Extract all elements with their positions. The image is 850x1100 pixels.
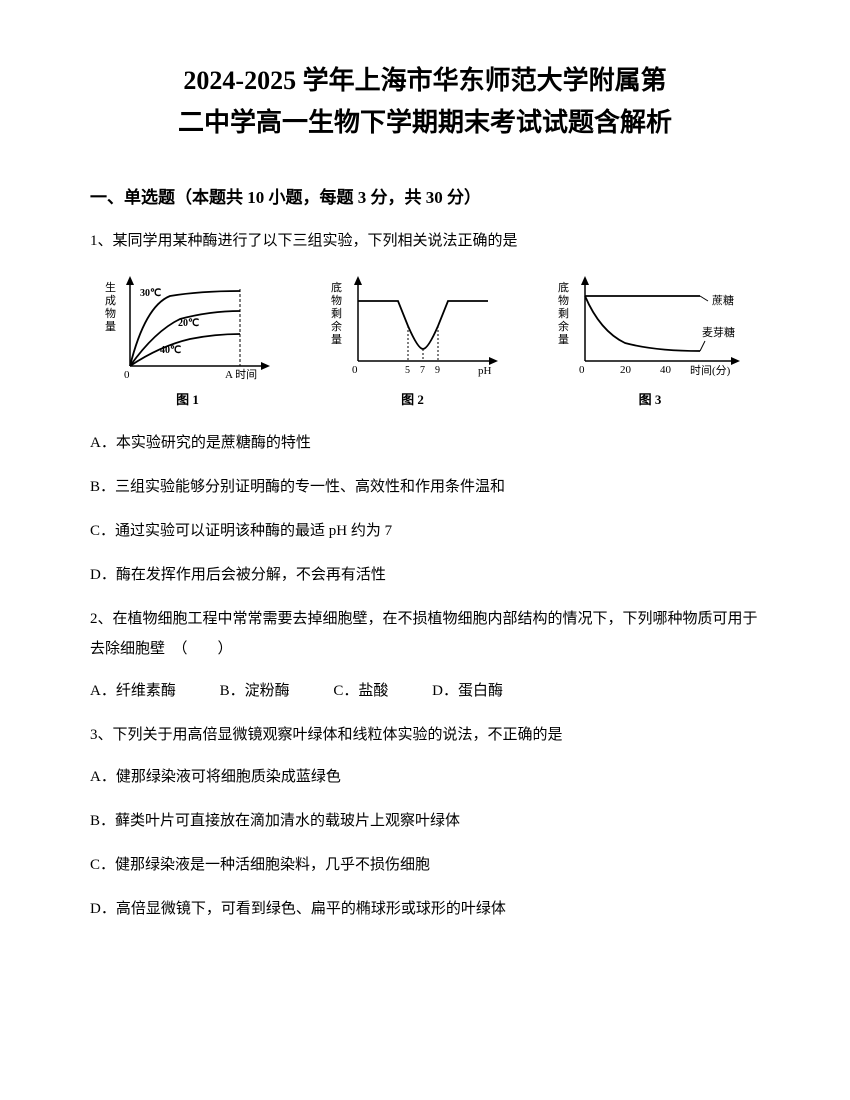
svg-text:时间(分): 时间(分) [690, 364, 731, 377]
svg-text:40℃: 40℃ [160, 345, 181, 356]
chart1-ylabel: 生 [105, 280, 116, 294]
chart-1: 生 成 物 量 30℃ 20℃ 40℃ 0 A 时间 图 1 [100, 271, 275, 408]
svg-text:余: 余 [331, 319, 342, 333]
exam-title: 2024-2025 学年上海市华东师范大学附属第 二中学高一生物下学期期末考试试… [90, 60, 760, 143]
q3-option-b: B．藓类叶片可直接放在滴加清水的载玻片上观察叶绿体 [90, 806, 760, 836]
chart-3-svg: 底 物 剩 余 量 蔗糖 麦芽糖 0 20 40 时间(分) [550, 271, 750, 386]
q3-option-a: A．健那绿染液可将细胞质染成蓝绿色 [90, 762, 760, 792]
svg-text:0: 0 [124, 369, 130, 381]
svg-text:成: 成 [105, 294, 116, 307]
q2-option-a: A．纤维素酶 [90, 676, 176, 706]
svg-text:0: 0 [352, 364, 358, 376]
q2-options: A．纤维素酶 B．淀粉酶 C．盐酸 D．蛋白酶 [90, 676, 760, 706]
chart-3: 底 物 剩 余 量 蔗糖 麦芽糖 0 20 40 时间(分) 图 3 [550, 271, 750, 408]
title-line-2: 二中学高一生物下学期期末考试试题含解析 [178, 108, 672, 137]
charts-container: 生 成 物 量 30℃ 20℃ 40℃ 0 A 时间 图 1 底 物 剩 余 量 [90, 271, 760, 408]
svg-text:麦芽糖: 麦芽糖 [702, 325, 735, 339]
svg-text:pH: pH [478, 365, 492, 377]
svg-text:量: 量 [331, 333, 342, 346]
svg-text:40: 40 [660, 364, 672, 376]
svg-text:底: 底 [558, 280, 569, 294]
q3-option-d: D．高倍显微镜下，可看到绿色、扁平的椭球形或球形的叶绿体 [90, 894, 760, 924]
svg-text:5: 5 [405, 365, 410, 376]
svg-text:余: 余 [558, 319, 569, 333]
svg-text:7: 7 [420, 365, 425, 376]
q3-stem: 3、下列关于用高倍显微镜观察叶绿体和线粒体实验的说法，不正确的是 [90, 720, 760, 750]
svg-text:物: 物 [105, 306, 116, 320]
q1-option-b: B．三组实验能够分别证明酶的专一性、高效性和作用条件温和 [90, 472, 760, 502]
svg-text:剩: 剩 [558, 307, 569, 320]
section-header: 一、单选题（本题共 10 小题，每题 3 分，共 30 分） [90, 183, 760, 208]
title-line-1: 2024-2025 学年上海市华东师范大学附属第 [183, 66, 666, 95]
q1-option-a: A．本实验研究的是蔗糖酶的特性 [90, 428, 760, 458]
svg-text:物: 物 [331, 293, 342, 307]
chart-2-label: 图 2 [401, 389, 424, 408]
svg-text:量: 量 [558, 333, 569, 346]
q1-stem: 1、某同学用某种酶进行了以下三组实验，下列相关说法正确的是 [90, 226, 760, 256]
svg-text:A 时间: A 时间 [225, 368, 257, 381]
svg-text:0: 0 [579, 364, 585, 376]
svg-text:蔗糖: 蔗糖 [712, 293, 734, 307]
svg-text:20: 20 [620, 364, 632, 376]
svg-text:20℃: 20℃ [178, 318, 199, 329]
chart-1-svg: 生 成 物 量 30℃ 20℃ 40℃ 0 A 时间 [100, 271, 275, 386]
q2-stem: 2、在植物细胞工程中常常需要去掉细胞壁，在不损植物细胞内部结构的情况下，下列哪种… [90, 604, 760, 664]
q2-option-d: D．蛋白酶 [432, 676, 503, 706]
svg-text:量: 量 [105, 320, 116, 333]
chart-3-label: 图 3 [639, 389, 662, 408]
svg-text:9: 9 [435, 365, 440, 376]
svg-text:物: 物 [558, 293, 569, 307]
svg-text:剩: 剩 [331, 307, 342, 320]
chart-2-svg: 底 物 剩 余 量 0 5 7 9 pH [323, 271, 503, 386]
q2-option-c: C．盐酸 [333, 676, 388, 706]
svg-text:底: 底 [331, 280, 342, 294]
svg-text:30℃: 30℃ [140, 288, 161, 299]
chart-2: 底 物 剩 余 量 0 5 7 9 pH 图 2 [323, 271, 503, 408]
q2-option-b: B．淀粉酶 [220, 676, 290, 706]
q1-option-c: C．通过实验可以证明该种酶的最适 pH 约为 7 [90, 516, 760, 546]
chart-1-label: 图 1 [176, 389, 199, 408]
q1-option-d: D．酶在发挥作用后会被分解，不会再有活性 [90, 560, 760, 590]
q3-option-c: C．健那绿染液是一种活细胞染料，几乎不损伤细胞 [90, 850, 760, 880]
